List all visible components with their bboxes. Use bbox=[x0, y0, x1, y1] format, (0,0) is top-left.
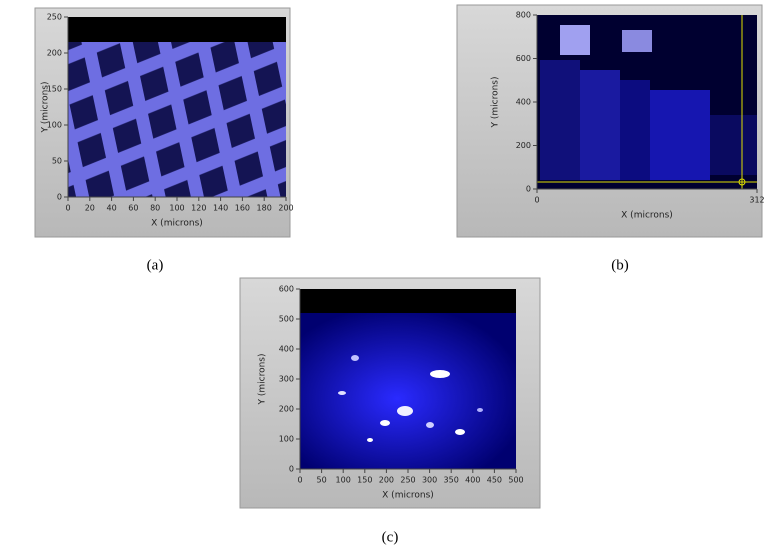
image bbox=[68, 42, 286, 197]
y-tick-label: 50 bbox=[52, 157, 62, 166]
x-tick-label: 40 bbox=[107, 204, 117, 213]
image-blank bbox=[300, 289, 516, 313]
x-tick-label: 50 bbox=[317, 476, 327, 485]
x-tick-label: 200 bbox=[379, 476, 394, 485]
figure: 0 50 100 150 200 250 0 20 40 60 80 100 120 140 160 180 2… bbox=[0, 0, 772, 550]
x-tick-label: 400 bbox=[465, 476, 480, 485]
image-tint bbox=[68, 42, 286, 197]
image-spot bbox=[351, 355, 359, 361]
image-spot bbox=[367, 438, 373, 442]
x-tick-label: 312 bbox=[749, 196, 764, 205]
y-tick-label: 0 bbox=[289, 465, 294, 474]
image-bg bbox=[300, 313, 516, 469]
x-axis-label: X (microns) bbox=[151, 219, 203, 229]
y-tick-label: 600 bbox=[516, 54, 531, 63]
image-block bbox=[580, 70, 620, 180]
x-tick-label: 100 bbox=[169, 204, 184, 213]
x-tick-label: 300 bbox=[422, 476, 437, 485]
image-blank bbox=[68, 17, 286, 42]
y-tick-label: 800 bbox=[516, 11, 531, 20]
x-axis-label: X (microns) bbox=[382, 491, 434, 501]
x-tick-label: 140 bbox=[213, 204, 228, 213]
y-tick-label: 250 bbox=[47, 13, 62, 22]
y-tick-label: 300 bbox=[279, 375, 294, 384]
image-spot bbox=[430, 370, 450, 378]
x-tick-label: 150 bbox=[357, 476, 372, 485]
y-tick-label: 600 bbox=[279, 285, 294, 294]
image-spot bbox=[338, 391, 346, 395]
page: 0 50 100 150 200 250 0 20 40 60 80 100 120 140 160 180 2… bbox=[0, 0, 772, 550]
image-block bbox=[560, 25, 590, 55]
y-tick-label: 0 bbox=[526, 185, 531, 194]
y-axis-label: Y (microns) bbox=[491, 77, 501, 129]
y-axis-label: Y (microns) bbox=[258, 354, 268, 406]
image-spot bbox=[426, 422, 434, 428]
y-axis-label: Y (microns) bbox=[41, 82, 51, 134]
image-block bbox=[620, 80, 650, 180]
x-tick-label: 250 bbox=[400, 476, 415, 485]
x-tick-label: 60 bbox=[128, 204, 138, 213]
x-tick-label: 200 bbox=[278, 204, 293, 213]
caption: (a) bbox=[147, 257, 164, 273]
x-tick-label: 120 bbox=[191, 204, 206, 213]
x-tick-label: 20 bbox=[85, 204, 95, 213]
x-tick-label: 0 bbox=[534, 196, 539, 205]
caption: (c) bbox=[382, 529, 399, 545]
x-tick-label: 80 bbox=[150, 204, 160, 213]
y-tick-label: 500 bbox=[279, 315, 294, 324]
image-block bbox=[622, 30, 652, 52]
image-spot bbox=[397, 406, 413, 416]
image bbox=[537, 15, 757, 189]
image-block bbox=[710, 115, 757, 175]
x-tick-label: 180 bbox=[257, 204, 272, 213]
y-tick-label: 200 bbox=[516, 141, 531, 150]
image-spot bbox=[455, 429, 465, 435]
x-tick-label: 0 bbox=[65, 204, 70, 213]
x-axis-label: X (microns) bbox=[621, 211, 673, 221]
x-tick-label: 450 bbox=[487, 476, 502, 485]
image-spot bbox=[477, 408, 483, 412]
y-tick-label: 100 bbox=[279, 435, 294, 444]
x-tick-label: 500 bbox=[508, 476, 523, 485]
x-tick-label: 100 bbox=[336, 476, 351, 485]
y-tick-label: 0 bbox=[57, 193, 62, 202]
y-tick-label: 200 bbox=[279, 405, 294, 414]
x-tick-label: 350 bbox=[444, 476, 459, 485]
x-tick-label: 0 bbox=[297, 476, 302, 485]
image bbox=[300, 289, 516, 469]
caption: (b) bbox=[611, 257, 629, 273]
y-tick-label: 400 bbox=[516, 98, 531, 107]
y-tick-label: 200 bbox=[47, 49, 62, 58]
image-spot bbox=[380, 420, 390, 426]
image-block bbox=[540, 60, 580, 180]
image-block bbox=[650, 90, 710, 180]
y-tick-label: 400 bbox=[279, 345, 294, 354]
x-tick-label: 160 bbox=[235, 204, 250, 213]
